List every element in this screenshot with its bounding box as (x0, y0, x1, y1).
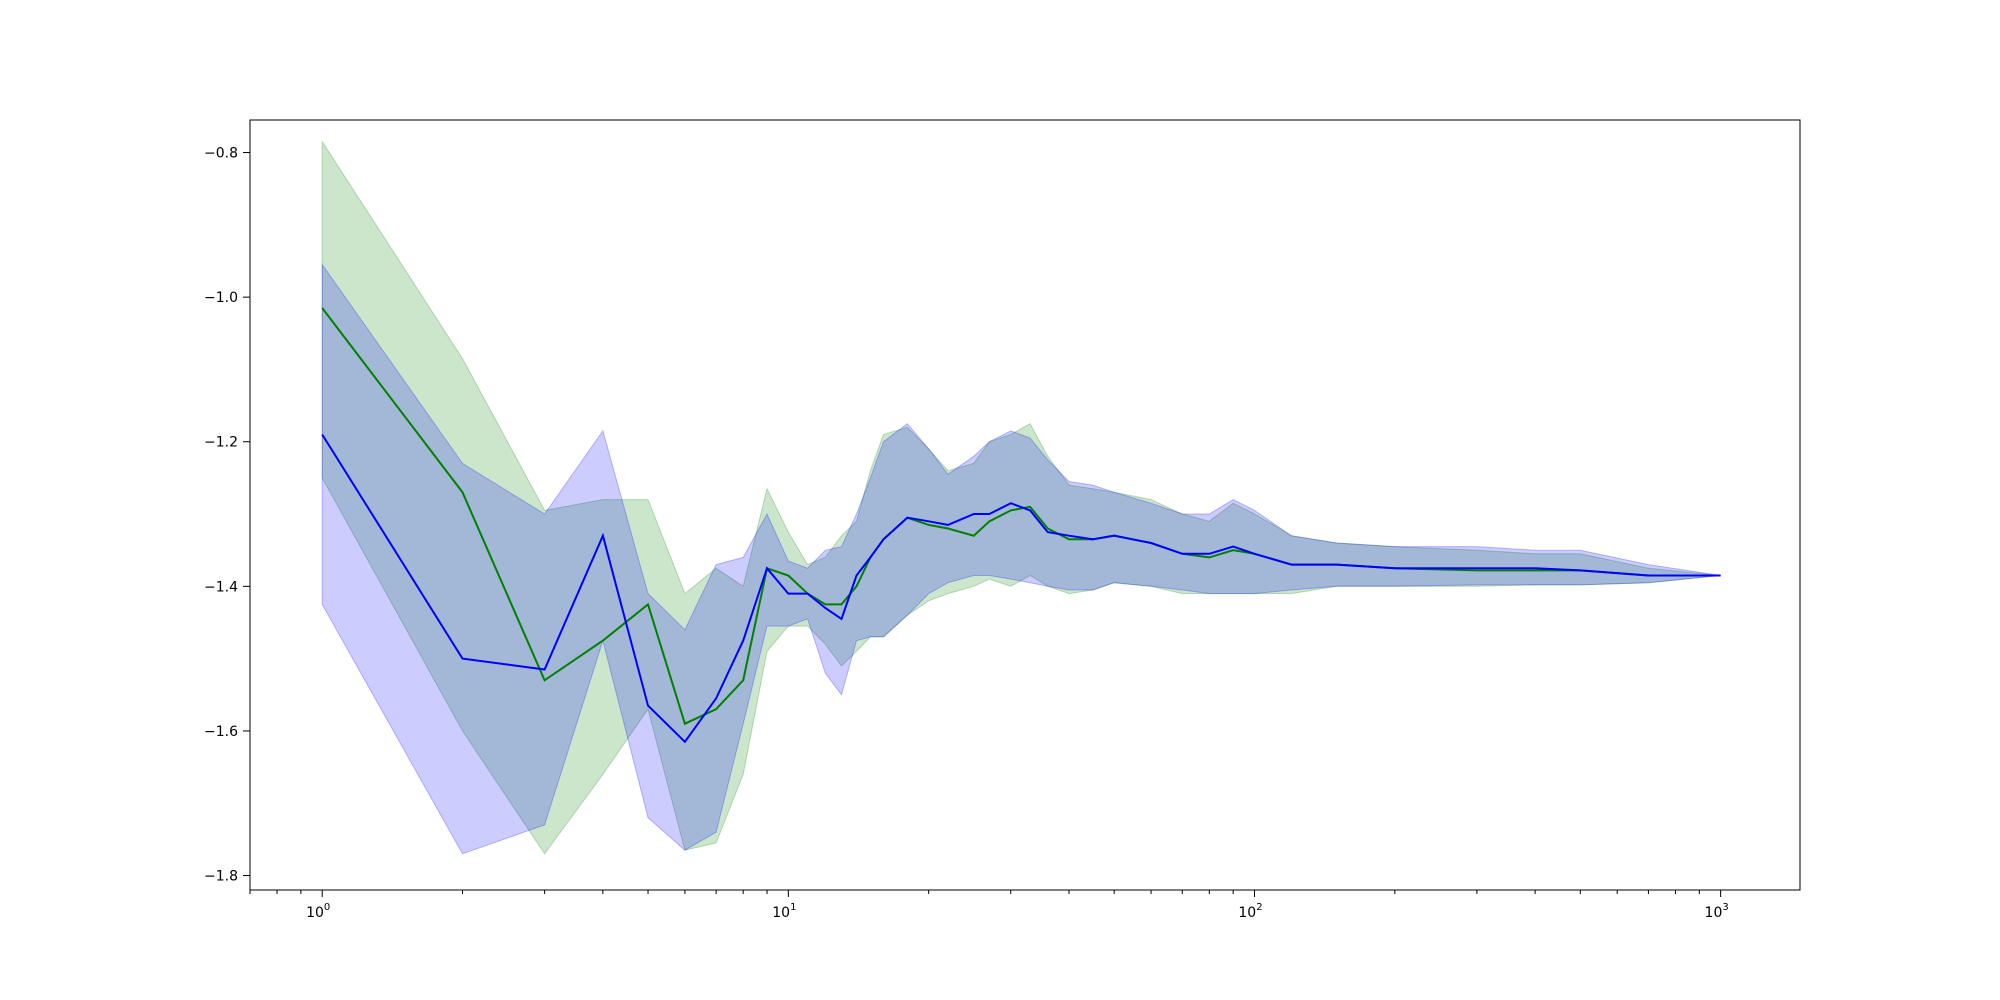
band-series-1 (321, 140, 1721, 855)
y-tick-label: −1.8 (204, 869, 238, 885)
line-series-2 (321, 433, 1721, 744)
x-axis-ticks: 100 101 102 103 (249, 890, 1729, 921)
y-axis-ticks: −0.8 −1.0 −1.2 −1.4 −1.6 −1.8 (204, 146, 250, 885)
y-tick-label: −1.2 (204, 435, 238, 451)
confidence-bands (321, 140, 1721, 855)
plot-frame (249, 119, 1801, 891)
band-series-2 (321, 263, 1721, 855)
y-tick-label: −0.8 (204, 146, 238, 162)
x-tick-label: 102 (1238, 902, 1262, 921)
series-lines (321, 307, 1721, 744)
x-tick-label: 103 (1705, 902, 1729, 921)
y-tick-label: −1.4 (204, 579, 238, 595)
x-tick-label: 101 (772, 902, 796, 921)
x-tick-label: 100 (306, 902, 330, 921)
y-tick-label: −1.6 (204, 724, 238, 740)
y-tick-label: −1.0 (204, 290, 238, 306)
